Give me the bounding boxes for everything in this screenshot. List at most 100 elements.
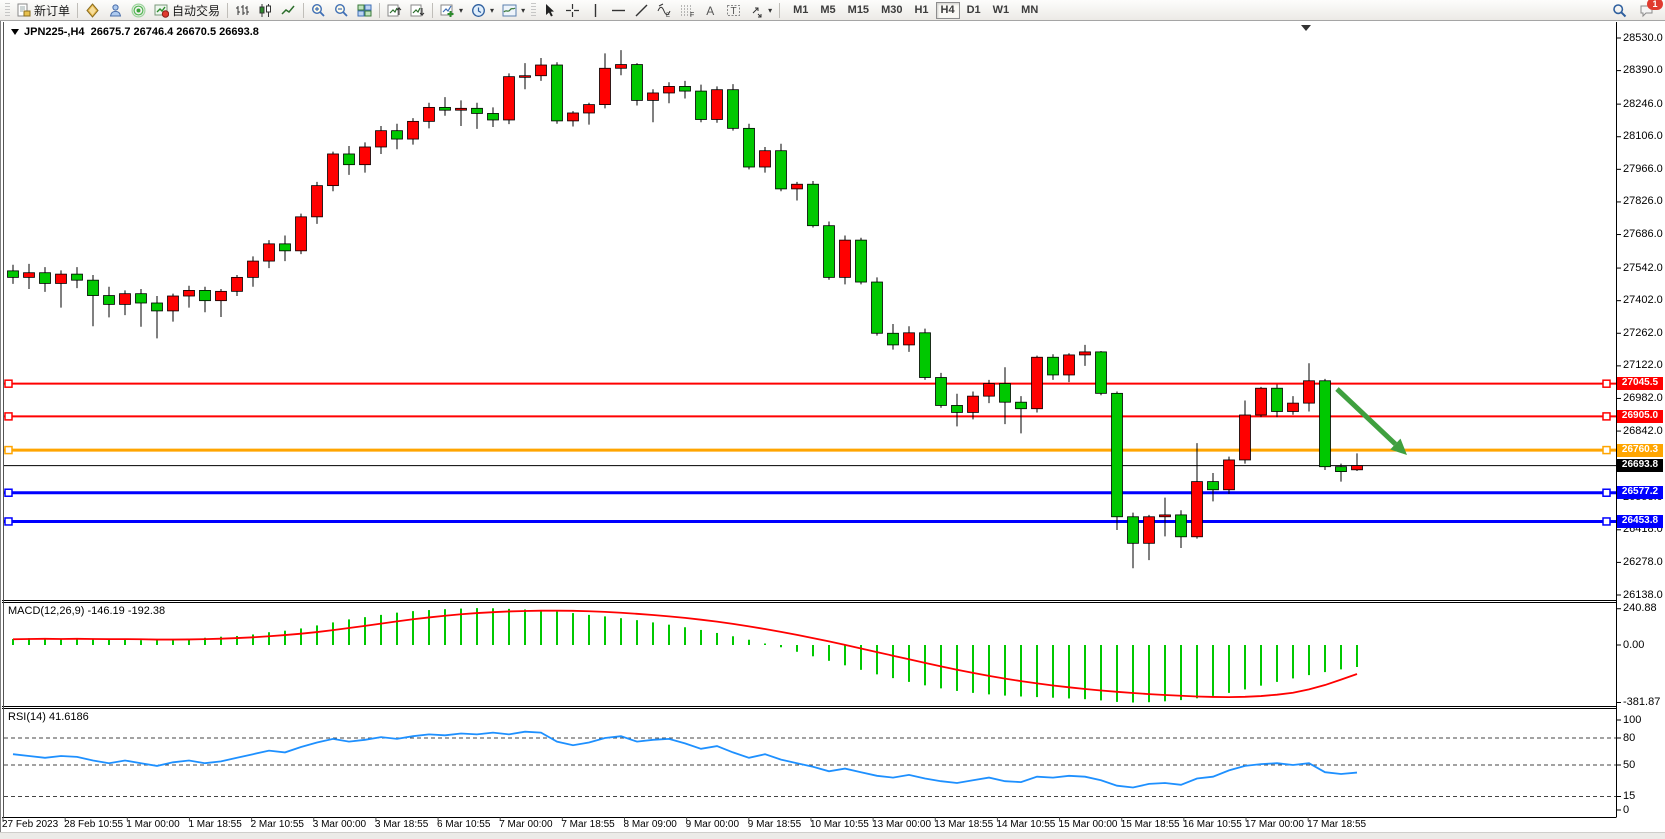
- price-tick-label: 28106.0: [1623, 130, 1663, 143]
- timeframe-button-m15[interactable]: M15: [843, 2, 874, 19]
- candle-body: [343, 153, 355, 166]
- templates-button[interactable]: ▾: [498, 1, 529, 19]
- bar-chart-button[interactable]: [231, 1, 254, 19]
- signals-button[interactable]: [127, 1, 150, 19]
- timeframe-button-h1[interactable]: H1: [909, 2, 933, 19]
- periods-button[interactable]: ▾: [467, 1, 498, 19]
- new-order-button[interactable]: 新订单: [12, 1, 74, 19]
- vertical-line-button[interactable]: [584, 1, 607, 19]
- line-handle[interactable]: [1602, 488, 1611, 497]
- candle-body: [23, 272, 35, 278]
- candle-body: [903, 332, 915, 346]
- candle-body: [71, 273, 83, 281]
- toolbar-separator: [432, 2, 434, 18]
- candle-body: [487, 113, 499, 121]
- line-handle[interactable]: [1602, 412, 1611, 421]
- line-handle[interactable]: [1602, 517, 1611, 526]
- candle-body: [359, 146, 371, 166]
- line-handle[interactable]: [1602, 445, 1611, 455]
- fibonacci-button[interactable]: F: [676, 1, 699, 19]
- line-handle[interactable]: [1602, 379, 1611, 388]
- timeframe-button-m1[interactable]: M1: [788, 2, 813, 19]
- time-axis-label: 13 Mar 00:00: [872, 819, 932, 830]
- timeframe-button-m5[interactable]: M5: [815, 2, 840, 19]
- timeframe-button-w1[interactable]: W1: [988, 2, 1015, 19]
- candle-body: [919, 332, 931, 378]
- line-handle[interactable]: [4, 412, 13, 421]
- toolbar-grip[interactable]: [531, 2, 537, 18]
- line-handle[interactable]: [4, 488, 13, 497]
- timeframe-button-h4[interactable]: H4: [935, 1, 960, 19]
- candle-body: [135, 293, 147, 304]
- candlestick-chart-button[interactable]: [254, 1, 277, 19]
- zoom-out-button[interactable]: [330, 1, 353, 19]
- add-indicator-icon: [440, 4, 454, 17]
- candle-body: [935, 377, 947, 406]
- rsi-tick-label: 100: [1623, 713, 1642, 726]
- horizontal-line-button[interactable]: [607, 1, 630, 19]
- time-axis-label: 3 Mar 18:55: [374, 819, 429, 830]
- axis-price-badge: 26760.3: [1617, 443, 1663, 457]
- line-handle[interactable]: [4, 445, 13, 455]
- candle-body: [55, 273, 67, 284]
- candle-body: [839, 239, 851, 278]
- macd-tick-label: 0.00: [1623, 638, 1645, 651]
- candle-body: [119, 293, 131, 305]
- timeframe-button-d1[interactable]: D1: [962, 2, 986, 19]
- candle-body: [199, 290, 211, 302]
- navigator-button[interactable]: [104, 1, 127, 19]
- toolbar-grip[interactable]: [5, 2, 10, 18]
- auto-arrange-button[interactable]: [383, 1, 406, 19]
- text-label-button[interactable]: T: [722, 1, 745, 19]
- time-axis-label: 7 Mar 18:55: [561, 819, 615, 830]
- gold-diamond-icon: [86, 2, 99, 18]
- time-axis-label: 17 Mar 18:55: [1307, 819, 1367, 830]
- search-button[interactable]: [1608, 1, 1631, 19]
- text-button[interactable]: A: [699, 1, 722, 19]
- price-tick-label: 26278.0: [1623, 555, 1663, 568]
- arrows-button[interactable]: ▾: [745, 1, 776, 19]
- axis-price-badge: 26577.2: [1617, 486, 1663, 500]
- notifications-button[interactable]: 1: [1635, 0, 1663, 19]
- toolbar-separator: [303, 2, 305, 18]
- notification-count-badge: 1: [1647, 0, 1663, 10]
- cursor-button[interactable]: [538, 1, 561, 19]
- dropdown-caret-icon: ▾: [459, 5, 464, 15]
- new-order-icon: [17, 3, 31, 16]
- chart-title-symbol: JPN225-,H4: [24, 26, 85, 38]
- candle-body: [727, 89, 739, 129]
- candle-body: [1159, 514, 1171, 518]
- candle-body: [1079, 351, 1091, 356]
- trendline-button[interactable]: [630, 1, 653, 19]
- arrange-down-icon: [410, 4, 425, 16]
- market-watch-button[interactable]: [81, 1, 104, 19]
- line-chart-button[interactable]: [277, 1, 300, 19]
- price-tick-label: 26138.0: [1623, 588, 1663, 601]
- horizontal-line-icon: [612, 9, 626, 11]
- chart-shift-marker-icon[interactable]: [1301, 25, 1311, 31]
- rsi-label: RSI(14) 41.6186: [8, 711, 89, 723]
- trend-arrow-head[interactable]: [1390, 438, 1407, 455]
- auto-trading-button[interactable]: 自动交易: [150, 1, 224, 19]
- indicators-button[interactable]: ▾: [436, 1, 467, 19]
- equidistant-channel-button[interactable]: E: [653, 1, 676, 19]
- symbol-dropdown-icon[interactable]: [11, 29, 19, 35]
- tile-windows-button[interactable]: [353, 1, 376, 19]
- candle-body: [759, 150, 771, 168]
- line-handle[interactable]: [4, 379, 13, 388]
- cascade-button[interactable]: [406, 1, 429, 19]
- channel-wave-icon: E: [657, 3, 671, 18]
- zoom-in-button[interactable]: [307, 1, 330, 19]
- candle-body: [1287, 402, 1299, 412]
- new-order-label: 新订单: [34, 3, 71, 18]
- line-handle[interactable]: [4, 517, 13, 526]
- crosshair-button[interactable]: [561, 1, 584, 19]
- candle-body: [535, 64, 547, 77]
- timeframe-button-m30[interactable]: M30: [876, 2, 907, 19]
- auto-trading-label: 自动交易: [172, 3, 221, 18]
- axis-price-badge: 26905.0: [1617, 409, 1663, 423]
- macd-tick-label: 240.88: [1623, 602, 1657, 615]
- trend-arrow-line[interactable]: [1335, 387, 1398, 446]
- timeframe-button-mn[interactable]: MN: [1016, 2, 1043, 19]
